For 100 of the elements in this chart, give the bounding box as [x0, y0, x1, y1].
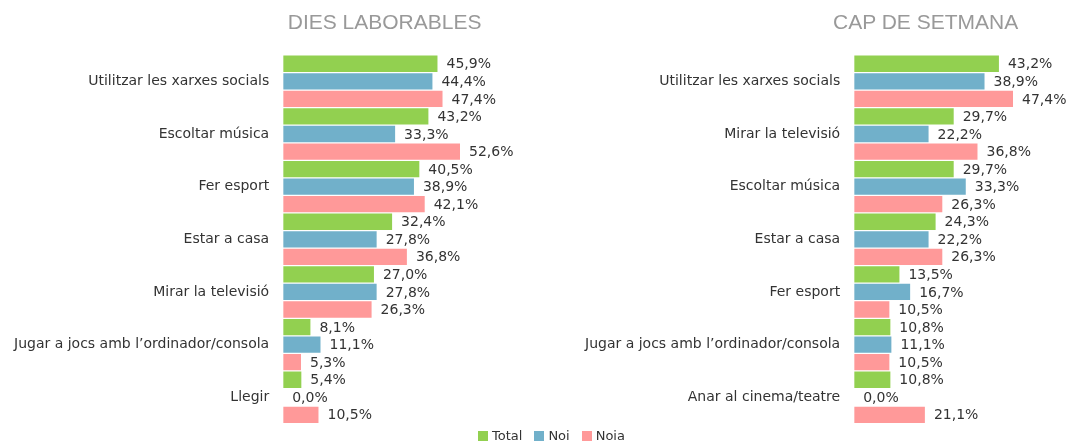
- bar: [283, 108, 429, 125]
- bar: [283, 301, 372, 318]
- bar: [854, 196, 943, 213]
- y-tick-label: Escoltar música: [158, 124, 270, 141]
- data-label: 0,0%: [292, 388, 328, 405]
- data-label: 36,8%: [986, 143, 1031, 160]
- data-label: 5,3%: [310, 353, 346, 370]
- bar: [283, 90, 443, 108]
- y-tick-label: Fer esport: [769, 282, 841, 299]
- legend-label: Noia: [595, 428, 625, 444]
- bar: [854, 301, 890, 318]
- y-tick-label: Utilitzar les xarxes socials: [88, 71, 270, 88]
- y-tick-label: Jugar a jocs amb l’ordinador/consola: [13, 335, 270, 352]
- bar: [283, 406, 319, 423]
- data-label: 33,3%: [974, 178, 1020, 195]
- data-label: 29,7%: [962, 108, 1008, 125]
- data-label: 45,9%: [446, 55, 491, 72]
- bar: [854, 90, 1013, 108]
- y-tick-label: Estar a casa: [183, 229, 270, 246]
- y-tick-label: Llegir: [230, 387, 270, 404]
- y-tick-label: Estar a casa: [754, 229, 841, 246]
- data-label: 16,7%: [919, 283, 964, 300]
- data-label: 8,1%: [319, 318, 355, 335]
- y-tick-label: Utilitzar les xarxes socials: [659, 71, 841, 88]
- bar: [283, 371, 302, 388]
- data-label: 42,1%: [433, 195, 479, 212]
- bar: [283, 213, 393, 230]
- bar: [854, 55, 999, 72]
- bar: [283, 178, 414, 195]
- bar: [854, 125, 929, 143]
- data-label: 26,3%: [951, 195, 996, 212]
- bar: [283, 354, 301, 371]
- data-label: 10,5%: [898, 301, 943, 318]
- y-tick-label: Fer esport: [198, 177, 270, 194]
- data-label: 38,9%: [993, 72, 1039, 89]
- bar: [283, 283, 377, 301]
- y-tick-label: Jugar a jocs amb l’ordinador/consola: [584, 335, 841, 352]
- data-label: 10,8%: [899, 371, 944, 388]
- bar: [854, 231, 929, 248]
- bar: [283, 266, 374, 283]
- data-label: 44,4%: [441, 72, 486, 89]
- data-label: 43,2%: [1007, 55, 1053, 72]
- data-label: 21,1%: [933, 406, 979, 423]
- data-label: 33,3%: [404, 125, 449, 142]
- data-label: 26,3%: [951, 248, 996, 265]
- data-label: 36,8%: [415, 248, 461, 265]
- data-label: 11,1%: [900, 336, 945, 353]
- bar: [854, 318, 891, 336]
- bar: [283, 196, 425, 213]
- data-label: 29,7%: [962, 160, 1008, 177]
- y-tick-label: Escoltar música: [729, 177, 841, 194]
- bar: [283, 318, 311, 336]
- data-label: 27,8%: [385, 283, 431, 300]
- y-tick-label: Anar al cinema/teatre: [687, 387, 841, 404]
- data-label: 27,0%: [382, 266, 428, 283]
- bar: [283, 125, 396, 143]
- bar: [283, 143, 460, 160]
- bar: [854, 283, 911, 301]
- chart-title: DIES LABORABLES: [287, 10, 482, 33]
- bar: [283, 336, 321, 353]
- bar: [854, 248, 943, 266]
- bar: [854, 73, 985, 90]
- bar: [283, 231, 377, 248]
- bar: [854, 143, 978, 160]
- data-label: 52,6%: [469, 143, 514, 160]
- legend-label: Noi: [548, 428, 570, 444]
- bar: [283, 73, 433, 90]
- y-tick-label: Mirar la televisió: [724, 124, 841, 141]
- bar: [283, 55, 438, 72]
- data-label: 32,4%: [401, 213, 446, 230]
- data-label: 5,4%: [310, 371, 346, 388]
- bar: [283, 248, 407, 266]
- bar: [854, 336, 892, 353]
- bar: [283, 160, 420, 178]
- data-label: 13,5%: [908, 266, 953, 283]
- data-label: 27,8%: [385, 230, 431, 247]
- data-label: 47,4%: [451, 90, 496, 107]
- bar: [854, 213, 936, 230]
- bar: [854, 266, 900, 283]
- bar: [854, 178, 966, 195]
- legend-label: Total: [492, 428, 523, 444]
- data-label: 10,5%: [898, 353, 943, 370]
- data-label: 47,4%: [1022, 90, 1067, 107]
- data-label: 43,2%: [437, 108, 482, 125]
- bar: [854, 354, 890, 371]
- bar: [854, 108, 954, 125]
- data-label: 10,5%: [327, 406, 372, 423]
- data-label: 40,5%: [428, 160, 473, 177]
- bar: [854, 371, 891, 388]
- data-label: 38,9%: [422, 178, 468, 195]
- data-label: 11,1%: [329, 336, 374, 353]
- bar: [854, 406, 925, 423]
- data-label: 22,2%: [937, 125, 983, 142]
- data-label: 22,2%: [937, 230, 983, 247]
- chart-title: CAP DE SETMANA: [833, 10, 1019, 33]
- data-label: 26,3%: [380, 301, 426, 318]
- bar: [854, 160, 954, 178]
- data-label: 10,8%: [899, 318, 944, 335]
- y-tick-label: Mirar la televisió: [153, 282, 270, 299]
- data-label: 24,3%: [944, 213, 990, 230]
